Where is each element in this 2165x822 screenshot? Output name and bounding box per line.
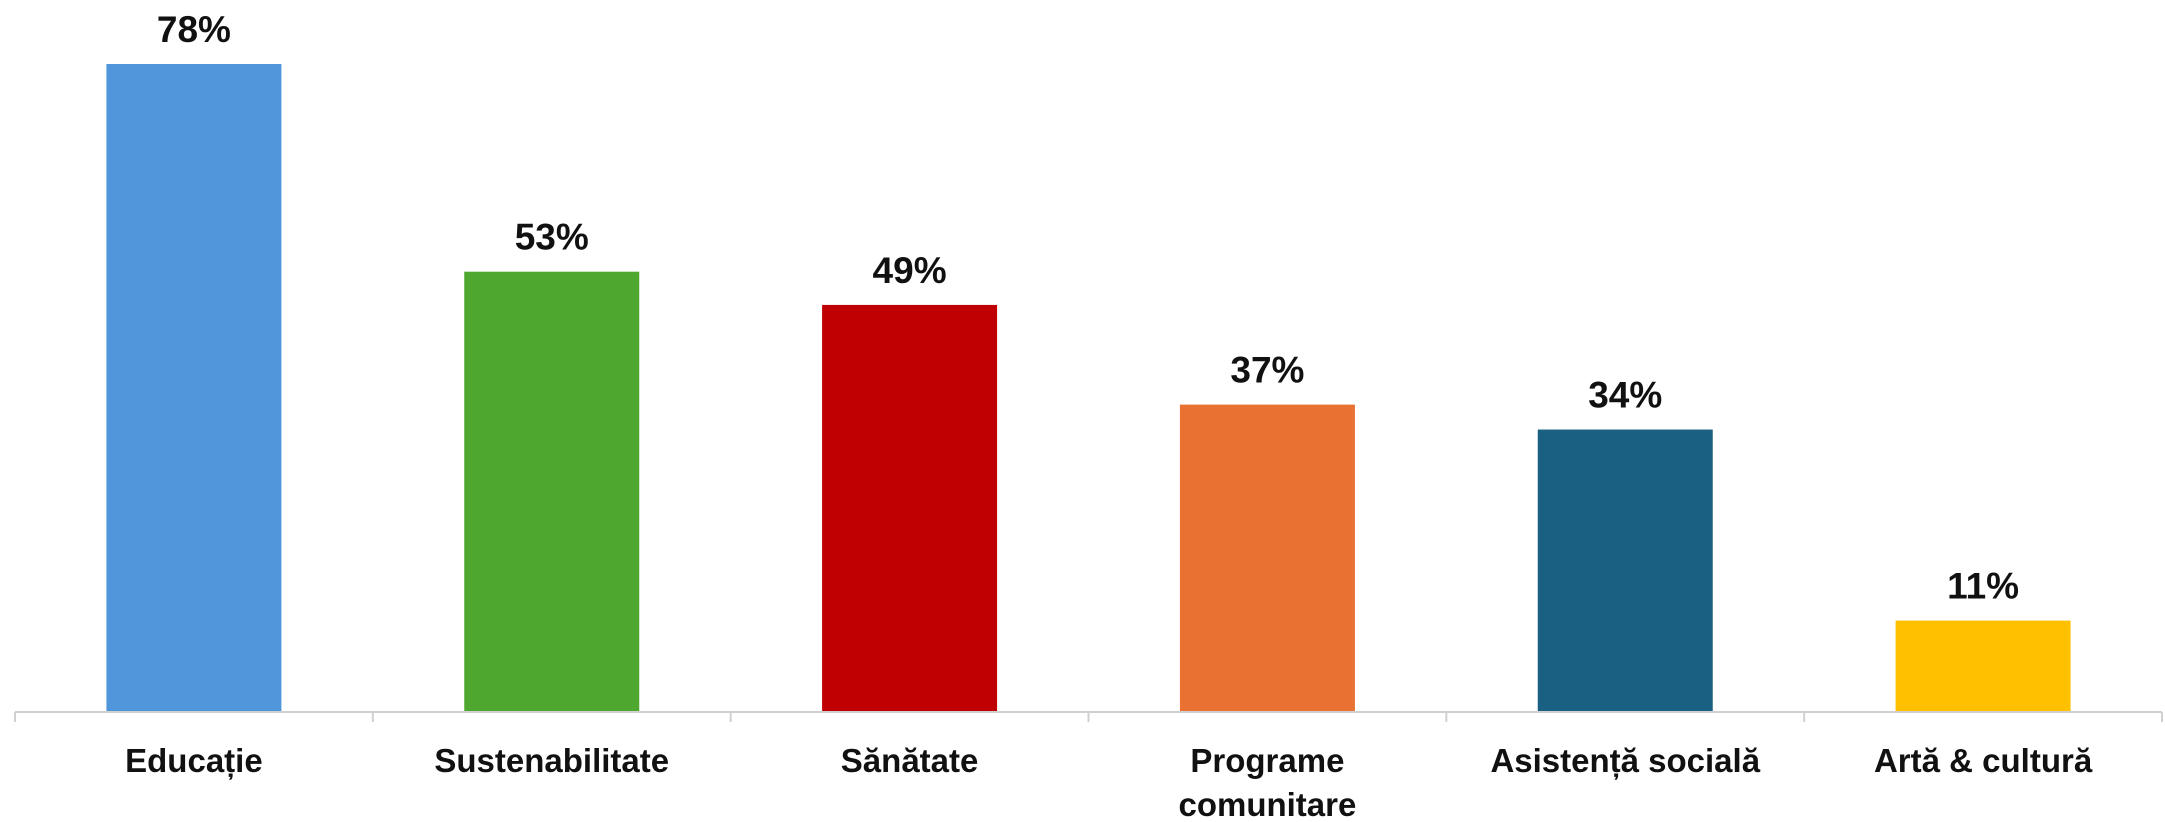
x-axis <box>14 711 2163 722</box>
bar <box>1537 429 1713 712</box>
labels-layer: 78% Educație 53% Sustenabilitate 49% Sănătate… <box>125 9 2093 822</box>
category-label-line: Educație <box>125 742 263 780</box>
data-label: 53% <box>515 217 589 258</box>
category-label-line: Sănătate <box>841 742 979 779</box>
bar <box>1179 404 1355 712</box>
category-label-line: Asistență socială <box>1490 742 1760 780</box>
bar <box>1895 620 2071 712</box>
data-label: 49% <box>873 250 947 291</box>
data-label: 34% <box>1588 375 1662 416</box>
category-label-line: Artă & cultură <box>1874 742 2093 779</box>
data-label: 11% <box>1947 566 2019 607</box>
category-label: Programe comunitare <box>1178 742 1356 822</box>
bars-layer <box>106 64 2071 712</box>
data-label: 78% <box>157 9 231 50</box>
data-label: 37% <box>1230 350 1304 391</box>
category-label-line: Programe <box>1190 742 1344 779</box>
category-label: Artă & cultură <box>1874 742 2093 779</box>
category-label-line: comunitare <box>1178 786 1356 822</box>
category-label: Educație <box>125 742 263 780</box>
category-label: Sustenabilitate <box>434 742 669 779</box>
category-label: Asistență socială <box>1490 742 1760 780</box>
bar <box>822 304 998 712</box>
category-label: Sănătate <box>841 742 979 779</box>
bar <box>106 64 282 712</box>
bar <box>464 271 640 712</box>
category-label-line: Sustenabilitate <box>434 742 669 779</box>
